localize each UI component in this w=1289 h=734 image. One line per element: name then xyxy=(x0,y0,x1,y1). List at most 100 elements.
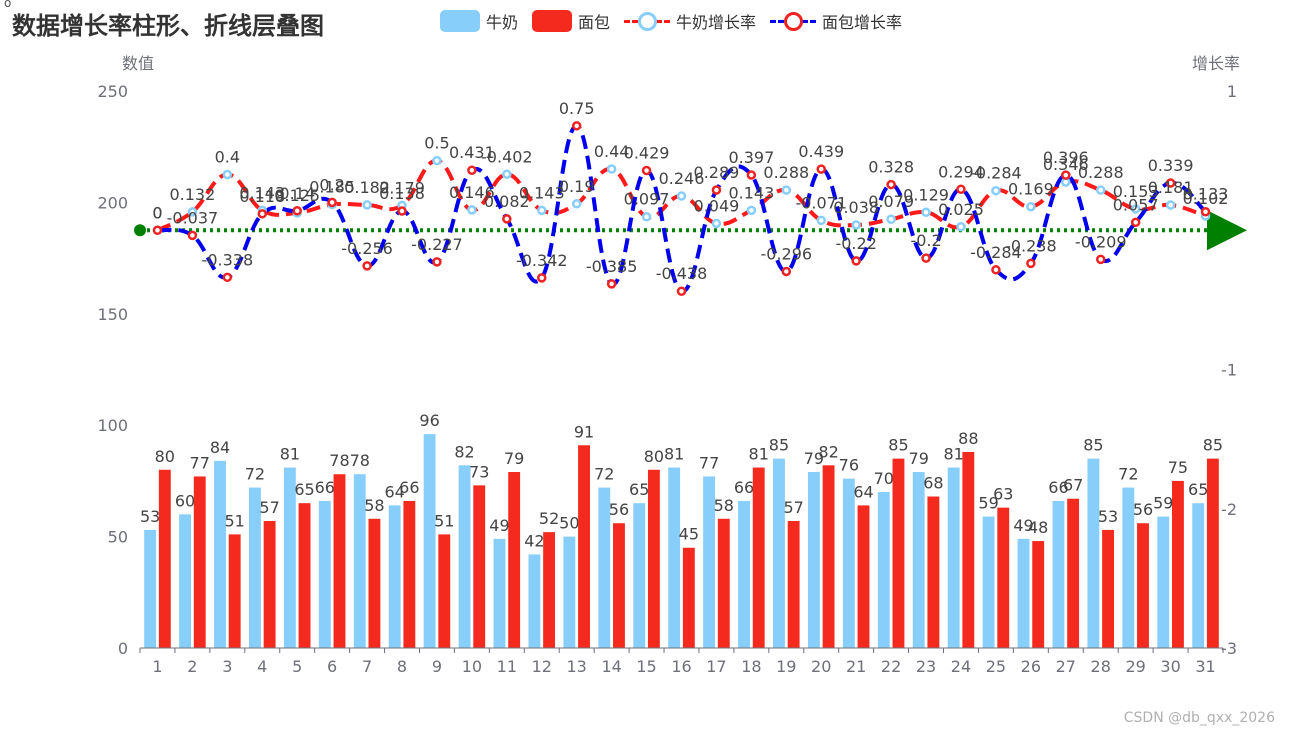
legend-swatch-bread xyxy=(532,10,573,32)
milk-rate-label: 0.288 xyxy=(1078,163,1124,182)
milk-bar-label: 96 xyxy=(419,411,439,430)
bread-rate-point xyxy=(257,209,268,219)
bread-bar-label: 80 xyxy=(155,447,175,466)
bread-bar xyxy=(1137,523,1149,648)
corner-mark: o xyxy=(4,0,12,10)
milk-rate-label: 0.143 xyxy=(519,183,565,202)
legend-item-milk[interactable]: 牛奶 xyxy=(440,9,518,33)
bread-bar xyxy=(263,521,276,648)
milk-rate-point xyxy=(467,205,477,215)
bread-rate-point xyxy=(1130,217,1141,228)
bread-rate-point xyxy=(502,214,512,224)
bread-rate-point xyxy=(187,230,198,241)
bread-bar xyxy=(997,507,1010,648)
bread-bar-label: 85 xyxy=(888,436,908,455)
bread-bar xyxy=(333,474,346,648)
bread-bar-label: 53 xyxy=(1098,507,1118,526)
legend-item-bread[interactable]: 面包 xyxy=(532,9,610,33)
x-axis-tick-label: 21 xyxy=(846,657,866,676)
legend-line-bread-rate xyxy=(770,10,817,32)
milk-bar xyxy=(179,514,192,648)
milk-rate-label: 0.246 xyxy=(659,169,705,188)
bread-rate-label: -0.256 xyxy=(341,239,393,258)
bread-bar xyxy=(682,547,695,648)
bread-rate-point xyxy=(606,279,617,289)
bread-bar-label: 79 xyxy=(504,449,524,468)
bread-bar-label: 68 xyxy=(923,473,943,492)
bread-rate-label: -0.385 xyxy=(586,257,638,276)
milk-rate-point xyxy=(571,199,582,209)
bread-rate-point xyxy=(292,206,302,216)
left-axis-tick-label: 150 xyxy=(97,305,128,324)
legend-item-milk-rate[interactable]: 牛奶增长率 xyxy=(624,9,756,33)
milk-rate-point xyxy=(1026,201,1036,212)
milk-rate-point xyxy=(711,218,722,229)
milk-bar xyxy=(947,467,960,648)
milk-rate-label: 0.025 xyxy=(938,200,984,219)
milk-bar xyxy=(318,500,331,648)
x-axis-tick-label: 16 xyxy=(671,657,691,676)
milk-rate-point xyxy=(1095,185,1106,195)
milk-bar xyxy=(248,487,261,648)
legend-label-bread-rate: 面包增长率 xyxy=(822,13,903,32)
legend-item-bread-rate[interactable]: 面包增长率 xyxy=(770,9,902,33)
bread-rate-point xyxy=(1061,170,1071,180)
bread-rate-label: 0.439 xyxy=(798,142,844,161)
milk-rate-label: 0.181 xyxy=(1148,178,1194,197)
bread-bar xyxy=(473,485,486,648)
milk-rate-label: -0.402 xyxy=(481,147,533,166)
bread-bar xyxy=(1102,529,1115,648)
milk-bar-label: 42 xyxy=(524,531,544,550)
milk-rate-label: 0.129 xyxy=(903,185,949,204)
bread-bar xyxy=(927,496,940,648)
bread-bar-label: 77 xyxy=(190,453,210,472)
milk-bar xyxy=(912,471,925,648)
zero-mark-start-dot xyxy=(134,224,146,237)
bread-rate-point xyxy=(571,121,582,131)
bread-bar xyxy=(438,534,451,648)
milk-bar xyxy=(1017,538,1030,648)
x-axis-tick-label: 29 xyxy=(1125,657,1145,676)
bread-bar xyxy=(403,500,416,648)
milk-bar xyxy=(807,471,820,648)
milk-bar-label: 49 xyxy=(1013,516,1033,535)
milk-rate-point xyxy=(956,222,966,232)
legend: 牛奶 面包 牛奶增长率 面包增长率 xyxy=(440,9,916,33)
bread-bar-label: 58 xyxy=(714,496,734,515)
milk-bar xyxy=(633,503,646,648)
x-axis-tick-label: 9 xyxy=(432,657,442,676)
bread-bar-label: 75 xyxy=(1168,458,1188,477)
bread-rate-point xyxy=(432,257,442,267)
bread-rate-point xyxy=(711,185,722,195)
milk-bar xyxy=(528,554,541,648)
bread-rate-label: 0.082 xyxy=(484,192,530,211)
x-axis-tick-label: 10 xyxy=(462,657,482,676)
bread-rate-point xyxy=(1165,178,1176,188)
bread-bar-label: 57 xyxy=(783,498,803,517)
watermark: CSDN @db_qxx_2026 xyxy=(1123,710,1275,726)
milk-bar-label: 66 xyxy=(315,478,335,497)
bread-rate-point xyxy=(362,261,372,271)
x-axis-tick-label: 30 xyxy=(1160,657,1180,676)
bread-bar xyxy=(298,503,311,648)
milk-rate-point xyxy=(187,207,198,217)
bread-bar xyxy=(962,451,975,648)
bread-bar-label: 64 xyxy=(853,482,873,501)
milk-rate-label: 0.143 xyxy=(239,183,285,202)
bread-rate-point xyxy=(956,184,966,195)
right-axis-tick-label: -3 xyxy=(1221,639,1237,658)
milk-bar xyxy=(703,476,716,648)
milk-rate-point xyxy=(641,211,652,222)
bread-rate-point xyxy=(816,164,826,174)
milk-bar-label: 81 xyxy=(664,445,684,464)
bread-rate-label: 0.057 xyxy=(1113,195,1159,214)
bread-bar xyxy=(613,523,625,648)
bread-rate-label: -0.2 xyxy=(910,231,941,250)
milk-bar-label: 76 xyxy=(839,456,859,475)
milk-bar xyxy=(842,478,855,648)
bread-bar-label: 67 xyxy=(1063,476,1083,495)
x-axis-tick-label: 23 xyxy=(916,657,936,676)
milk-rate-point xyxy=(886,214,896,224)
bread-bar-label: 88 xyxy=(958,429,978,448)
